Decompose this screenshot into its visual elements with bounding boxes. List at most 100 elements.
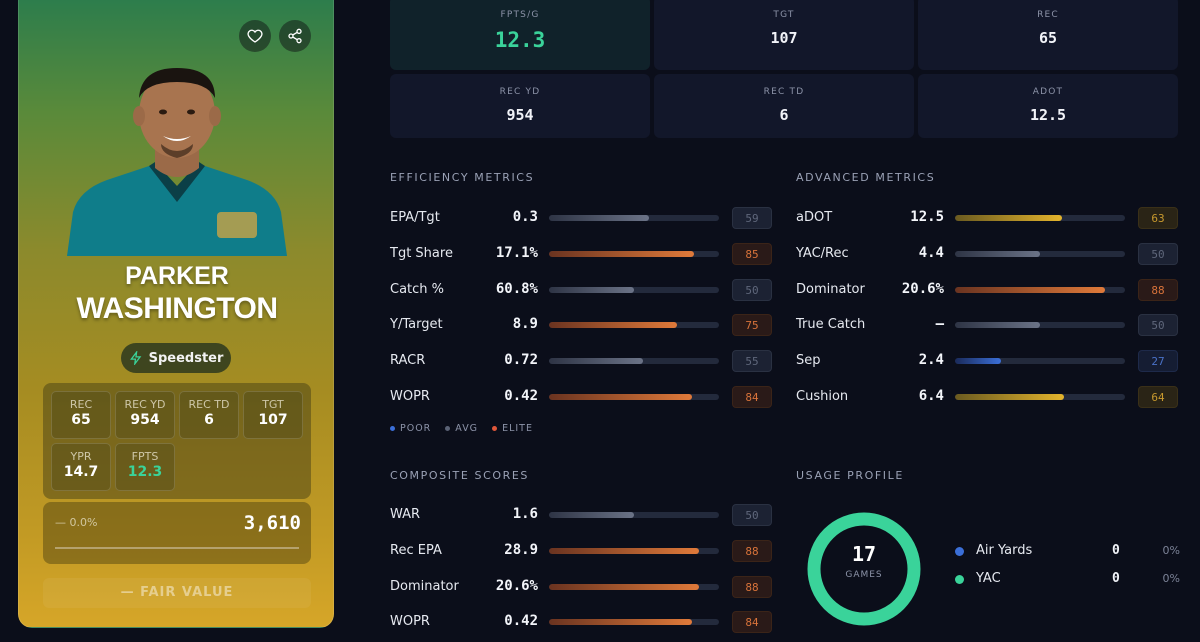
efficiency-metric-bar-fill [549,358,643,365]
value-change: — 0.0% [55,516,98,529]
efficiency-metric-row: Y/Target 8.9 [390,315,538,335]
composite-metric-row: WAR 1.6 [390,505,538,525]
efficiency-metric-percentile: 85 [732,242,772,265]
stat-tgt: TGT 107 [243,391,303,439]
player-card: PARKER WASHINGTON Speedster REC 65 REC Y… [18,0,334,628]
advanced-metric-value: 12.5 [910,209,944,225]
advanced-metric-bar-fill [955,215,1063,221]
advanced-metric-percentile: 27 [1138,350,1178,373]
advanced-metric-bar [955,358,1125,365]
games-count: 17 [851,542,877,566]
composite-metric-percentile: 88 [732,575,772,598]
efficiency-metric-bar [549,250,719,257]
efficiency-metric-bar [549,394,719,400]
efficiency-metric-value: 8.9 [512,316,538,333]
value-panel: — 0.0% 3,610 [43,502,311,564]
composite-metric-label: Rec EPA [390,542,442,558]
efficiency-metric-row: Catch % 60.8% [390,280,538,300]
advanced-metric-bar [955,250,1125,257]
advanced-metric-percentile: 50 [1138,314,1178,337]
tile-rec: REC 65 [918,0,1178,70]
efficiency-metric-bar-fill [549,322,677,329]
tile-adot: ADOT 12.5 [918,74,1178,138]
efficiency-metric-value: 0.3 [512,209,538,225]
advanced-metric-row: Cushion 6.4 [796,387,944,407]
composite-metric-bar-fill [549,583,699,590]
advanced-metric-bar-fill [955,286,1105,293]
composite-metric-row: WOPR 0.42 [390,612,538,632]
stat-rec: REC 65 [51,391,111,439]
legend-avg: AVG [445,423,478,434]
air-yards-dot [955,547,964,556]
advanced-metric-label: Sep [796,353,821,369]
efficiency-metric-value: 0.42 [504,388,538,404]
player-first-name: PARKER [125,262,229,290]
composite-metric-label: WAR [390,507,421,522]
advanced-metric-value: — [935,316,944,333]
yac-dot [955,575,964,584]
advanced-metric-value: 4.4 [918,244,944,261]
composite-metric-percentile: 84 [732,611,772,634]
player-photo [67,68,287,256]
games-donut [807,512,921,626]
composite-metric-bar [549,512,719,518]
efficiency-metric-percentile: 55 [732,350,772,373]
efficiency-metric-label: Catch % [390,281,445,297]
efficiency-metric-label: Tgt Share [390,245,453,261]
efficiency-metric-percentile: 84 [732,386,772,408]
efficiency-metric-bar [549,322,719,329]
fair-value-button[interactable]: — FAIR VALUE [43,578,311,608]
advanced-metric-row: Sep 2.4 [796,351,944,371]
efficiency-title: EFFICIENCY METRICS [390,171,535,184]
share-button[interactable] [279,20,311,52]
composite-metric-bar-fill [549,512,634,518]
efficiency-metric-label: RACR [390,353,426,369]
advanced-metric-percentile: 64 [1138,386,1178,408]
lightning-icon [129,351,141,365]
advanced-metric-bar-fill [955,358,1001,365]
archetype-label: Speedster [148,350,224,366]
efficiency-metric-bar-fill [549,250,694,257]
advanced-title: ADVANCED METRICS [796,171,936,184]
tier-legend: POOR AVG ELITE [390,423,533,434]
composite-metric-value: 20.6% [495,577,538,594]
composite-metric-value: 28.9 [504,541,538,558]
advanced-metric-percentile: 88 [1138,278,1178,301]
composite-metric-percentile: 50 [732,504,772,526]
advanced-metric-bar [955,394,1125,400]
legend-elite: ELITE [492,423,533,434]
efficiency-metric-row: Tgt Share 17.1% [390,244,538,264]
advanced-metric-bar [955,322,1125,329]
usage-row-air-yards: Air Yards 0 0% [955,542,1180,562]
composite-metric-percentile: 88 [732,539,772,562]
player-value: 3,610 [243,512,301,534]
efficiency-metric-value: 60.8% [495,280,538,297]
advanced-metric-row: YAC/Rec 4.4 [796,244,944,264]
advanced-metric-label: Cushion [796,389,849,404]
efficiency-metric-label: Y/Target [390,317,443,333]
tile-fpts-per-game: FPTS/G 12.3 [390,0,650,70]
composite-metric-bar-fill [549,619,692,626]
favorite-button[interactable] [239,20,271,52]
composite-metric-value: 1.6 [512,506,538,522]
composite-metric-label: Dominator [390,578,459,594]
composite-metric-bar [549,619,719,626]
efficiency-metric-percentile: 59 [732,207,772,229]
efficiency-metric-label: WOPR [390,389,430,404]
archetype-badge: Speedster [121,343,231,373]
efficiency-metric-bar-fill [549,286,634,293]
efficiency-metric-bar [549,215,719,221]
composite-metric-row: Dominator 20.6% [390,577,538,597]
advanced-metric-bar-fill [955,250,1040,257]
advanced-metric-bar-fill [955,394,1064,400]
efficiency-metric-value: 17.1% [495,244,538,261]
efficiency-metric-percentile: 75 [732,314,772,337]
season-stats-panel: REC 65 REC YD 954 REC TD 6 TGT 107 YPR 1… [43,383,311,499]
tile-rec-td: REC TD 6 [654,74,914,138]
advanced-metric-value: 2.4 [918,352,944,369]
value-trend-line [55,547,299,549]
composite-metric-bar [549,547,719,554]
composite-metric-bar-fill [549,547,699,554]
advanced-metric-row: aDOT 12.5 [796,208,944,228]
stat-rec-yd: REC YD 954 [115,391,175,439]
